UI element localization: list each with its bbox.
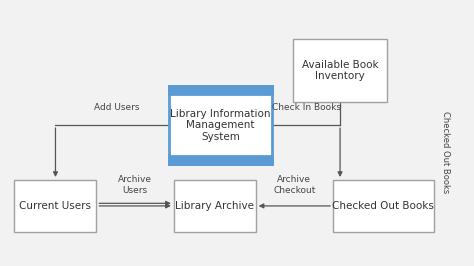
Text: Archive
Users: Archive Users — [118, 175, 152, 195]
Bar — [169, 86, 272, 94]
Text: Archive
Checkout: Archive Checkout — [273, 175, 316, 195]
Text: Check In Books: Check In Books — [272, 103, 341, 112]
Text: Checked Out Books: Checked Out Books — [332, 201, 434, 211]
Text: Library Information
Management
System: Library Information Management System — [170, 109, 271, 142]
Bar — [15, 180, 97, 232]
Text: Available Book
Inventory: Available Book Inventory — [302, 60, 378, 81]
Text: Library Archive: Library Archive — [175, 201, 254, 211]
Text: Add Users: Add Users — [94, 103, 140, 112]
Text: Checked Out Books: Checked Out Books — [441, 111, 450, 194]
Bar — [169, 156, 272, 164]
Bar — [174, 180, 256, 232]
Text: Current Users: Current Users — [19, 201, 91, 211]
Bar — [333, 180, 434, 232]
Bar — [293, 39, 387, 102]
Bar — [169, 86, 272, 164]
